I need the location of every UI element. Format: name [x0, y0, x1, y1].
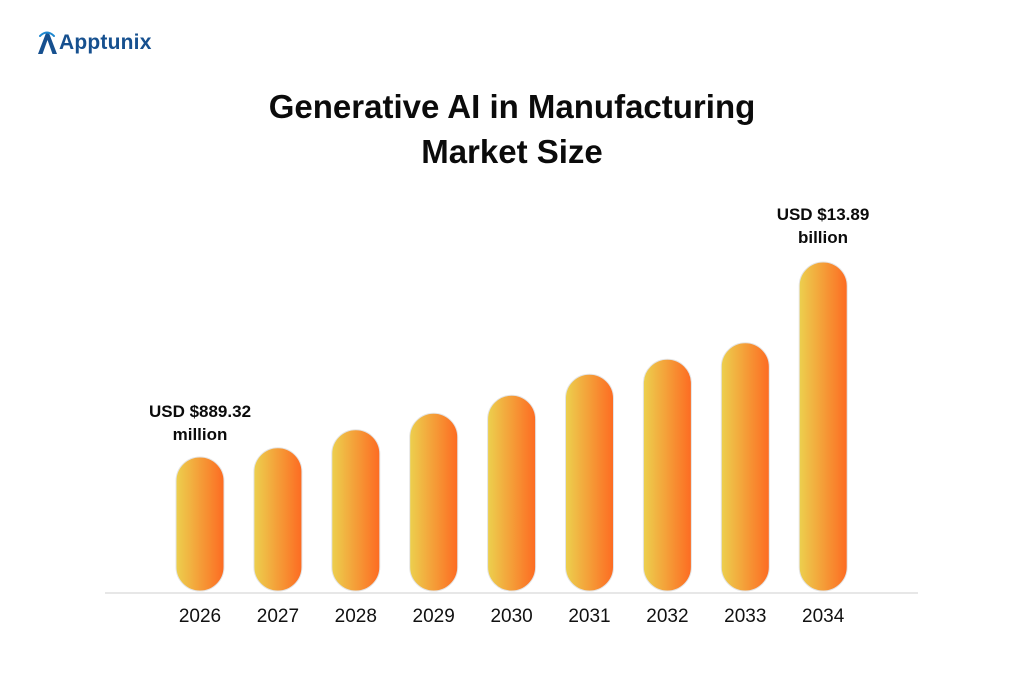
x-tick-label-2034: 2034 [802, 606, 845, 627]
bar-2031 [565, 373, 614, 592]
value-label-2034-line-1: USD $13.89 [776, 205, 870, 224]
value-label-2034-line-2: billion [797, 228, 849, 247]
value-label-2034: USD $13.89 billion [743, 203, 903, 249]
x-tick-label-2028: 2028 [335, 606, 377, 627]
bar-2029 [409, 412, 459, 592]
chart-title-line-1: Generative AI in Manufacturing [268, 88, 756, 125]
brand-name: Apptunix [59, 31, 152, 54]
bar-2026 [175, 456, 225, 592]
bar-2030 [487, 394, 537, 592]
x-tick-label-2033: 2033 [724, 606, 766, 627]
bar-2034 [798, 261, 848, 592]
x-tick-label-2029: 2029 [413, 606, 455, 627]
x-tick-label-2026: 2026 [179, 606, 221, 627]
x-tick-label-2032: 2032 [646, 606, 688, 627]
chart-title: Generative AI in Manufacturing Market Si… [0, 84, 1024, 174]
apptunix-a-logo-icon [38, 31, 57, 54]
x-tick-label-2030: 2030 [490, 606, 532, 627]
value-label-2026-line-1: USD $889.32 [148, 402, 252, 421]
value-label-2026-line-2: million [172, 425, 228, 444]
bar-2033 [720, 342, 770, 592]
brand-logo: Apptunix [36, 30, 152, 56]
bar-2032 [642, 358, 692, 592]
bar-2027 [253, 447, 303, 592]
x-tick-labels: 2026 2027 2028 2029 2030 2031 2032 2033 2034 [179, 606, 845, 627]
x-tick-label-2027: 2027 [257, 606, 299, 627]
bars-group [175, 261, 848, 592]
bar-2028 [331, 429, 381, 592]
chart-title-line-2: Market Size [421, 133, 603, 170]
value-label-2026: USD $889.32 million [120, 400, 280, 446]
x-tick-label-2031: 2031 [568, 606, 610, 627]
